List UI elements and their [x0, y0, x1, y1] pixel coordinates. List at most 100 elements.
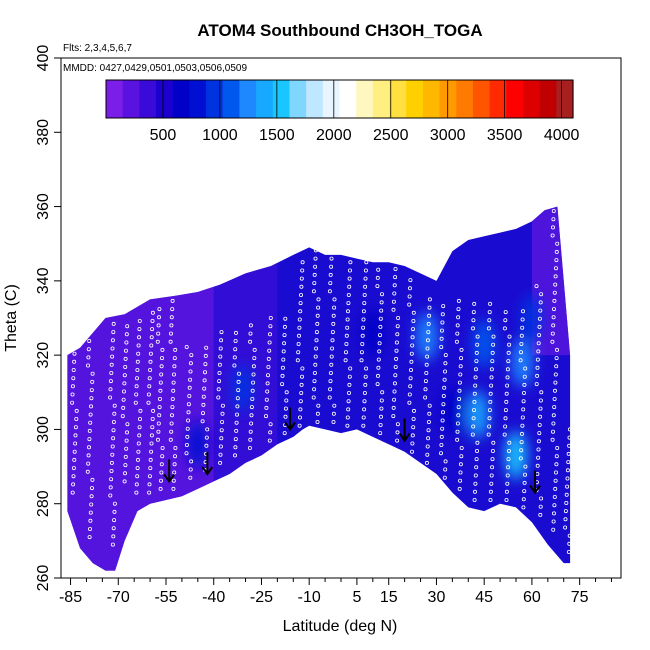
sample-point: [73, 441, 78, 446]
sample-point: [314, 330, 319, 335]
sample-point: [147, 376, 152, 381]
sample-point: [563, 525, 568, 530]
sample-point: [458, 462, 463, 467]
sample-point: [410, 441, 415, 446]
sample-point: [186, 402, 191, 407]
sample-point: [392, 283, 397, 288]
sample-point: [487, 318, 492, 323]
sample-point: [150, 310, 155, 315]
sample-point: [87, 437, 92, 442]
sample-point: [72, 449, 77, 454]
sample-point: [328, 379, 333, 384]
sample-point: [332, 305, 337, 310]
sample-point: [439, 328, 444, 333]
sample-point: [502, 432, 507, 437]
sample-point: [424, 362, 429, 367]
sample-point: [518, 358, 523, 363]
colorbar-cell: [322, 80, 341, 118]
sample-point: [409, 449, 414, 454]
sample-point: [376, 365, 381, 370]
colorbar-tick-label: 2500: [373, 127, 409, 144]
sample-point: [219, 338, 224, 343]
colorbar-cell: [222, 80, 241, 118]
sample-point: [267, 438, 272, 443]
sample-point: [506, 350, 511, 355]
sample-point: [470, 326, 475, 331]
x-tick-label: -25: [250, 589, 273, 606]
sample-point: [520, 415, 525, 420]
sample-point: [473, 367, 478, 372]
sample-point: [347, 276, 352, 281]
sample-point: [202, 378, 207, 383]
sample-point: [343, 350, 348, 355]
sample-point: [158, 486, 163, 491]
sample-point: [537, 324, 542, 329]
sample-point: [72, 359, 77, 364]
sample-point: [203, 362, 208, 367]
sample-point: [313, 264, 318, 269]
sample-point: [90, 371, 95, 376]
sample-point: [343, 358, 348, 363]
sample-point: [316, 403, 321, 408]
colorbar-cell: [306, 80, 324, 118]
sample-point: [300, 260, 305, 265]
enhancement-blob: [466, 390, 489, 439]
sample-point: [536, 455, 541, 460]
sample-point: [554, 462, 559, 467]
sample-point: [440, 320, 445, 325]
sample-point: [443, 353, 448, 358]
sample-point: [502, 326, 507, 331]
sample-point: [564, 492, 569, 497]
sample-point: [427, 403, 432, 408]
sample-point: [187, 393, 192, 398]
sample-point: [70, 384, 75, 389]
sample-point: [489, 473, 494, 478]
sample-point: [296, 341, 301, 346]
sample-point: [184, 442, 189, 447]
colorbar-cell: [339, 80, 357, 118]
sample-point: [553, 388, 558, 393]
sample-point: [89, 494, 94, 499]
colorbar-tick-label: 3500: [487, 127, 523, 144]
sample-point: [252, 347, 257, 352]
sample-point: [314, 338, 319, 343]
sample-point: [150, 327, 155, 332]
sample-point: [264, 397, 269, 402]
sample-point: [538, 398, 543, 403]
sample-point: [440, 312, 445, 317]
sample-point: [134, 392, 139, 397]
sample-point: [313, 248, 318, 253]
sample-point: [108, 395, 113, 400]
sample-point: [111, 330, 116, 335]
sample-point: [503, 318, 508, 323]
sample-point: [376, 357, 381, 362]
sample-point: [171, 486, 176, 491]
sample-point: [520, 423, 525, 428]
sample-point: [171, 380, 176, 385]
sample-point: [519, 448, 524, 453]
sample-point: [86, 453, 91, 458]
sample-point: [236, 371, 241, 376]
sample-point: [426, 321, 431, 326]
sample-point: [70, 490, 75, 495]
sample-point: [459, 445, 464, 450]
sample-point: [86, 461, 91, 466]
sample-point: [426, 330, 431, 335]
sample-point: [88, 420, 93, 425]
sample-point: [472, 391, 477, 396]
sample-point: [523, 366, 528, 371]
sample-point: [504, 489, 509, 494]
sample-point: [327, 289, 332, 294]
sample-point: [250, 396, 255, 401]
sample-point: [148, 457, 153, 462]
sample-point: [202, 386, 207, 391]
sample-point: [536, 349, 541, 354]
sample-point: [202, 370, 207, 375]
sample-point: [395, 324, 400, 329]
colorbar-cell: [239, 80, 257, 118]
sample-point: [283, 414, 288, 419]
sample-point: [187, 385, 192, 390]
sample-point: [538, 406, 543, 411]
sample-point: [150, 425, 155, 430]
sample-point: [507, 342, 512, 347]
